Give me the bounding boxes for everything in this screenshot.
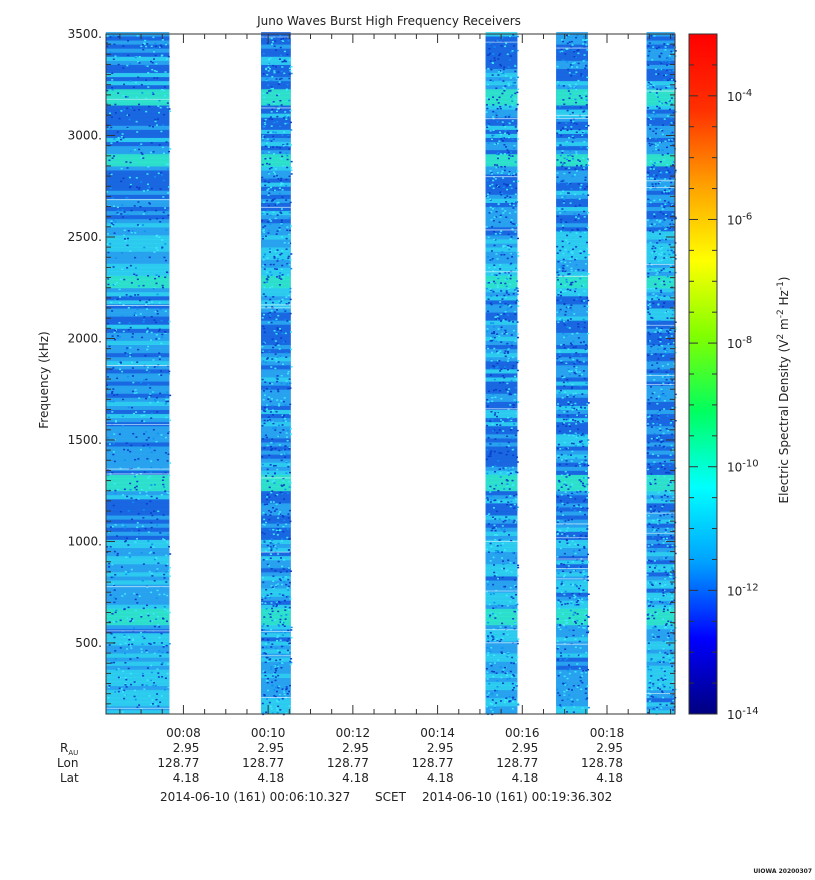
ephem-value-lat: 4.18 [596,771,623,785]
y-tick-label: 3500. [68,27,102,41]
x-tick-label: 00:12 [336,726,371,740]
y-tick-label: 3000. [68,128,102,142]
colorbar-label: Electric Spectral Density (V2 m-2 Hz-1) [776,276,791,503]
x-axis: 00:08 00:10 00:12 00:14 00:16 00:18 [119,34,672,740]
y-axis: 500. 1000. 1500. 2000. 2500. 3000. 3500. [68,27,675,705]
ephem-value-lon: 128.77 [157,756,199,770]
x-tick-label: 00:14 [420,726,455,740]
x-tick-label: 00:10 [251,726,286,740]
colorbar-tick-label: 10-8 [727,335,752,351]
spectrogram-segment [485,31,520,716]
x-tick-label: 00:16 [505,726,540,740]
y-tick-label: 2000. [68,331,102,345]
chart-title: Juno Waves Burst High Frequency Receiver… [256,14,521,28]
colorbar-tick-label: 10-14 [727,706,759,722]
colorbar-tick-label: 10-10 [727,459,759,475]
y-tick-label: 1000. [68,534,102,548]
colorbar-tick-label: 10-4 [727,88,752,104]
time-range-end: 2014-06-10 (161) 00:19:36.302 [422,790,612,804]
ephem-value-lat: 4.18 [427,771,454,785]
y-tick-label: 500. [75,636,102,650]
time-range-start: 2014-06-10 (161) 00:06:10.327 [160,790,350,804]
x-tick-label: 00:18 [590,726,625,740]
footer-stamp: UIOWA 20200307 [753,868,812,875]
time-range-scet: SCET [375,790,407,804]
ephem-value-r: 2.95 [512,741,539,755]
plot-frame [105,33,676,715]
spectrogram-segment [646,31,677,716]
ephem-label-lat: Lat [60,771,79,785]
y-axis-label: Frequency (kHz) [37,331,51,428]
colorbar-tick-label: 10-12 [727,582,759,598]
ephem-value-r: 2.95 [257,741,284,755]
ephem-value-r: 2.95 [342,741,369,755]
x-tick-label: 00:08 [166,726,201,740]
y-tick-label: 1500. [68,433,102,447]
ephem-label-lon: Lon [57,756,78,770]
ephem-value-lon: 128.77 [496,756,538,770]
ephem-value-lon: 128.77 [412,756,454,770]
ephem-value-r: 2.95 [427,741,454,755]
ephem-value-lon: 128.77 [327,756,369,770]
ephem-value-lon: 128.77 [242,756,284,770]
ephem-value-lat: 4.18 [173,771,200,785]
colorbar-tick-label: 10-6 [727,211,752,227]
ephem-value-lat: 4.18 [512,771,539,785]
y-tick-label: 2500. [68,230,102,244]
ephem-value-r: 2.95 [596,741,623,755]
ephem-value-lat: 4.18 [342,771,369,785]
ephem-value-r: 2.95 [173,741,200,755]
ephem-value-lat: 4.18 [257,771,284,785]
ephem-value-lon: 128.78 [581,756,623,770]
plot-area [105,31,677,716]
spectrogram-segment [105,31,172,715]
ephemeris-table: RAU Lon Lat 2.95128.774.182.95128.774.18… [57,741,623,785]
spectrogram-segment [556,31,590,715]
colorbar: 10-4 10-6 10-8 10-10 10-12 10-14 [688,33,759,722]
ephem-label-r: RAU [60,741,78,757]
spectrogram-segment [261,31,293,716]
